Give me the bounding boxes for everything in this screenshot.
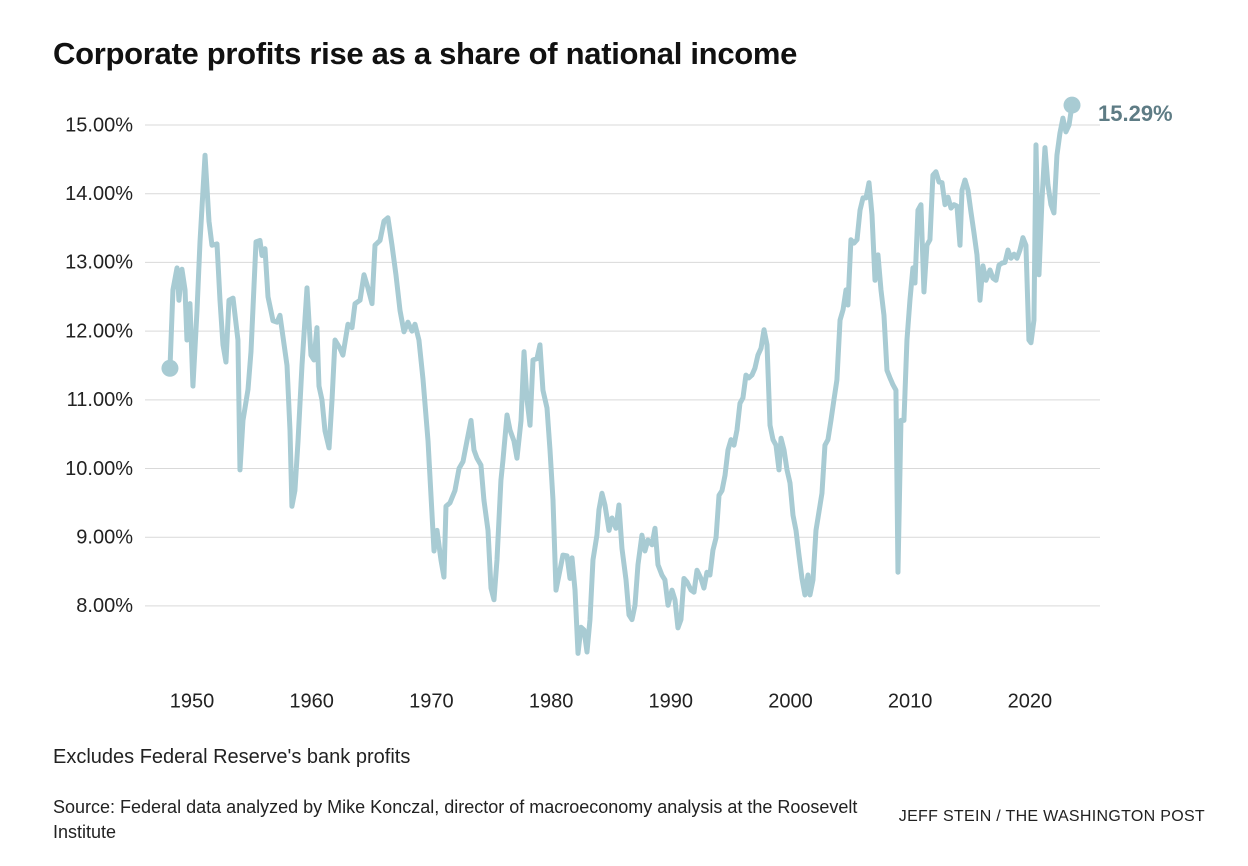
y-tick-label: 15.00%	[65, 114, 133, 136]
x-tick-label: 1970	[409, 690, 454, 712]
end-label: 15.29%	[1098, 101, 1173, 126]
x-tick-label: 2020	[1008, 690, 1053, 712]
data-line	[167, 102, 1075, 656]
chart-note: Excludes Federal Reserve's bank profits	[53, 746, 411, 768]
end-point	[1063, 96, 1081, 114]
y-tick-label: 14.00%	[65, 183, 133, 205]
y-tick-label: 8.00%	[76, 595, 133, 617]
chart-source: Source: Federal data analyzed by Mike Ko…	[53, 797, 858, 842]
y-tick-label: 9.00%	[76, 527, 133, 549]
x-tick-label: 1950	[170, 690, 215, 712]
y-tick-label: 12.00%	[65, 320, 133, 342]
y-tick-label: 10.00%	[65, 458, 133, 480]
x-tick-label: 1990	[649, 690, 694, 712]
y-tick-label: 11.00%	[67, 389, 134, 411]
chart-title: Corporate profits rise as a share of nat…	[53, 36, 798, 71]
x-tick-label: 1960	[289, 690, 334, 712]
x-tick-label: 1980	[529, 690, 574, 712]
chart-credit: JEFF STEIN / THE WASHINGTON POST	[898, 808, 1205, 825]
x-tick-label: 2010	[888, 690, 933, 712]
y-tick-label: 13.00%	[65, 252, 133, 274]
end-point	[161, 359, 179, 377]
x-tick-label: 2000	[768, 690, 813, 712]
